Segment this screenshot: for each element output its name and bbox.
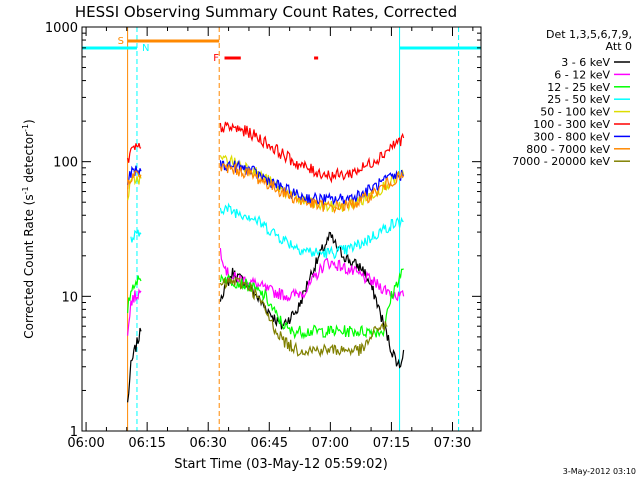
y-tick-label: 1	[70, 425, 78, 440]
legend-label: 100 - 300 keV	[533, 118, 610, 131]
series-line	[127, 288, 142, 336]
series-line	[219, 276, 388, 358]
x-tick-label: 06:30	[189, 436, 226, 451]
legend-header-line1: Det 1,3,5,6,7,9,	[546, 28, 632, 41]
plot-annotations: S N F	[82, 27, 481, 431]
plot-series	[127, 121, 405, 403]
series-line	[219, 162, 405, 214]
saa-label: S	[118, 36, 124, 47]
y-tick-label: 10	[61, 290, 78, 305]
series-line	[219, 248, 405, 302]
y-tick-label: 100	[53, 156, 78, 171]
night-label: N	[142, 43, 149, 54]
series-0	[127, 231, 405, 403]
series-line	[127, 327, 142, 403]
y-axis-label-end: )	[22, 119, 36, 124]
series-2	[127, 268, 404, 340]
x-tick-label: 07:15	[373, 436, 410, 451]
y-axis-label-mid: detector	[22, 132, 36, 187]
x-tick-label: 06:15	[128, 436, 165, 451]
plot-frame	[81, 26, 482, 432]
series-line	[219, 121, 405, 184]
legend-label: 3 - 6 keV	[561, 56, 610, 69]
series-3	[130, 202, 404, 260]
legend-header-line2: Att 0	[606, 40, 632, 53]
x-tick-label: 06:00	[67, 436, 104, 451]
series-line	[130, 229, 142, 243]
series-1	[127, 248, 405, 336]
series-8	[219, 276, 388, 358]
series-line	[127, 170, 142, 190]
series-5	[127, 121, 405, 184]
y-axis-label-sup2: -1	[21, 124, 30, 132]
x-tick-label: 06:45	[251, 436, 288, 451]
date-stamp: 3-May-2012 03:10	[563, 467, 636, 476]
flare-label: F	[213, 53, 219, 64]
legend-label: 12 - 25 keV	[547, 81, 610, 94]
x-axis: 06:00 06:15 06:30 06:45 07:00 07:15 07:30	[67, 27, 474, 451]
x-tick-label: 07:00	[312, 436, 349, 451]
legend-label: 50 - 100 keV	[540, 106, 610, 119]
y-tick-label: 1000	[45, 21, 78, 36]
legend-label: 800 - 7000 keV	[526, 143, 610, 156]
legend-label: 300 - 800 keV	[533, 130, 610, 143]
series-line	[127, 275, 142, 314]
y-axis-label: Corrected Count Rate (s-1 detector-1)	[21, 119, 36, 338]
series-line	[219, 231, 405, 369]
y-axis: 1 10 100 1000	[45, 21, 481, 440]
series-7	[127, 162, 405, 214]
x-tick-label: 07:30	[434, 436, 471, 451]
series-line	[127, 173, 142, 201]
series-line	[127, 142, 142, 163]
legend-label: 7000 - 20000 keV	[512, 155, 610, 168]
series-line	[219, 202, 404, 260]
chart-title: HESSI Observing Summary Count Rates, Cor…	[75, 3, 457, 21]
legend-label: 25 - 50 keV	[547, 93, 610, 106]
x-axis-label: Start Time (03-May-12 05:59:02)	[174, 457, 388, 472]
y-axis-label-sup1: -1	[21, 186, 30, 194]
legend-label: 6 - 12 keV	[554, 68, 610, 81]
y-axis-label-main: Corrected Count Rate (s	[22, 194, 36, 338]
